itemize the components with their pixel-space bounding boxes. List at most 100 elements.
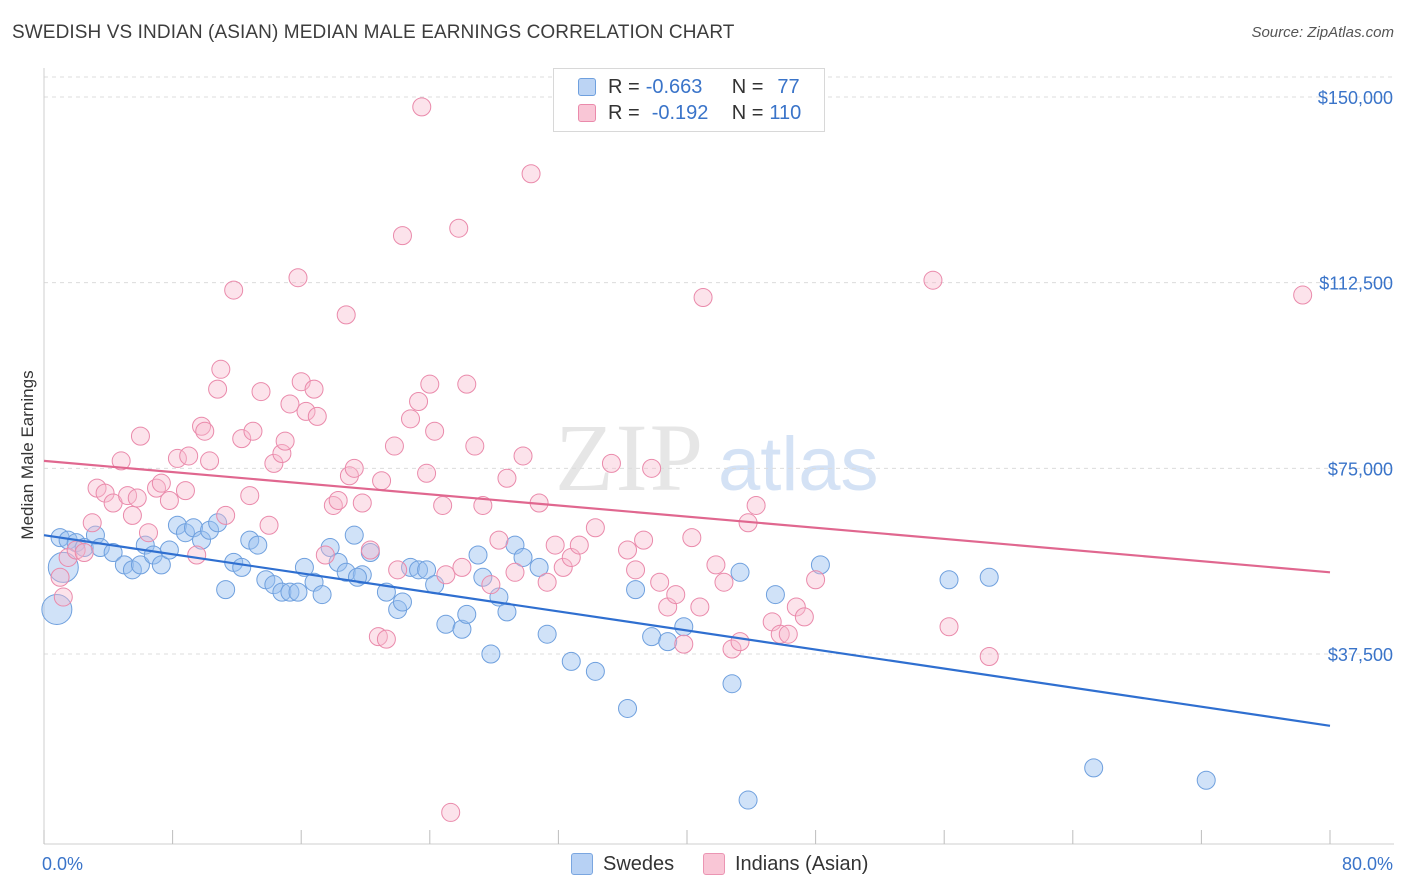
indians-point: [328, 491, 348, 511]
n-value: 110: [769, 101, 802, 124]
swedes-point: [159, 540, 179, 560]
indians-point: [642, 458, 662, 478]
indians-point: [425, 421, 445, 441]
indians-point: [923, 270, 943, 290]
correlation-legend: R = -0.663 N = 77 R = -0.192 N = 110: [553, 68, 825, 132]
indians-point: [513, 446, 533, 466]
swedes-legend-label: Swedes: [603, 852, 675, 875]
indians-point: [626, 560, 646, 580]
r-label: R =: [608, 75, 640, 98]
indians-point: [151, 473, 171, 493]
swedes-point: [537, 624, 557, 644]
indians-point: [436, 565, 456, 585]
swedes-point: [658, 632, 678, 652]
swedes-point: [626, 580, 646, 600]
r-label: R =: [608, 101, 640, 124]
indians-point: [417, 463, 437, 483]
indians-point: [401, 409, 421, 429]
indians-point: [618, 540, 638, 560]
indians-point: [690, 597, 710, 617]
indians-point: [545, 535, 565, 555]
y-tick-label: $75,000: [1328, 459, 1393, 479]
y-tick-label: $150,000: [1318, 88, 1393, 108]
n-value: 77: [777, 75, 800, 98]
indians-point: [211, 359, 231, 379]
indians-point: [336, 305, 356, 325]
indians-swatch: [578, 104, 596, 122]
swedes-point: [312, 585, 332, 605]
indians-point: [569, 535, 589, 555]
indians-point: [682, 528, 702, 548]
swedes-point: [47, 551, 79, 583]
swedes-point: [41, 593, 73, 625]
swedes-point: [85, 525, 105, 545]
swedes-point: [810, 555, 830, 575]
indians-point: [74, 543, 94, 563]
indians-point: [730, 632, 750, 652]
indians-point: [200, 451, 220, 471]
y-tick-label: $37,500: [1328, 645, 1393, 665]
legend-swedes: Swedes: [571, 851, 674, 877]
indians-point: [392, 226, 412, 246]
indians-point: [179, 446, 199, 466]
indians-point: [372, 471, 392, 491]
swedes-point: [452, 619, 472, 639]
indians-point: [352, 493, 372, 513]
swedes-point: [280, 582, 300, 602]
indians-point: [240, 486, 260, 506]
indians-point: [412, 97, 432, 117]
indians-point: [264, 453, 284, 473]
indians-point: [130, 426, 150, 446]
legend-row-indians: R = -0.192 N = 110: [578, 100, 801, 126]
swedes-point: [151, 555, 171, 575]
swedes-point: [208, 513, 228, 533]
swedes-point: [288, 582, 308, 602]
indians-point: [50, 567, 70, 587]
swedes-point: [513, 547, 533, 567]
indians-point: [368, 627, 388, 647]
indians-point: [280, 394, 300, 414]
indians-point: [175, 481, 195, 501]
swedes-point: [1084, 758, 1104, 778]
indians-point: [1293, 285, 1313, 305]
indians-point: [939, 617, 959, 637]
n-label: N =: [731, 101, 764, 124]
indians-point: [693, 288, 713, 308]
indians-point: [457, 374, 477, 394]
swedes-point: [192, 530, 212, 550]
swedes-point: [248, 535, 268, 555]
indians-point: [384, 436, 404, 456]
indians-point: [376, 629, 396, 649]
indians-point: [138, 523, 158, 543]
swedes-point: [674, 617, 694, 637]
indians-point: [388, 560, 408, 580]
swedes-point: [272, 582, 292, 602]
swedes-point: [294, 557, 314, 577]
indians-point: [127, 488, 147, 508]
indians-point: [650, 572, 670, 592]
indians-point: [187, 545, 207, 565]
watermark-zip: ZIP: [555, 404, 705, 511]
indians-point: [315, 545, 335, 565]
indians-point: [344, 458, 364, 478]
swedes-point: [103, 543, 123, 563]
indians-point: [304, 379, 324, 399]
indians-point: [979, 646, 999, 666]
indians-point: [167, 448, 187, 468]
swedes-point: [585, 661, 605, 681]
indians-point: [208, 379, 228, 399]
indians-point: [251, 382, 271, 402]
indians-point: [307, 406, 327, 426]
swedes-point: [74, 538, 94, 558]
indians-point: [481, 575, 501, 595]
swedes-point: [436, 614, 456, 634]
indians-trend-line: [43, 459, 1331, 574]
indians-point: [243, 421, 263, 441]
swedes-point: [529, 557, 549, 577]
source-credit: Source: ZipAtlas.com: [1251, 24, 1394, 41]
indians-point: [778, 624, 798, 644]
indians-point: [82, 513, 102, 533]
indians-point: [420, 374, 440, 394]
indians-point: [465, 436, 485, 456]
swedes-point: [392, 592, 412, 612]
